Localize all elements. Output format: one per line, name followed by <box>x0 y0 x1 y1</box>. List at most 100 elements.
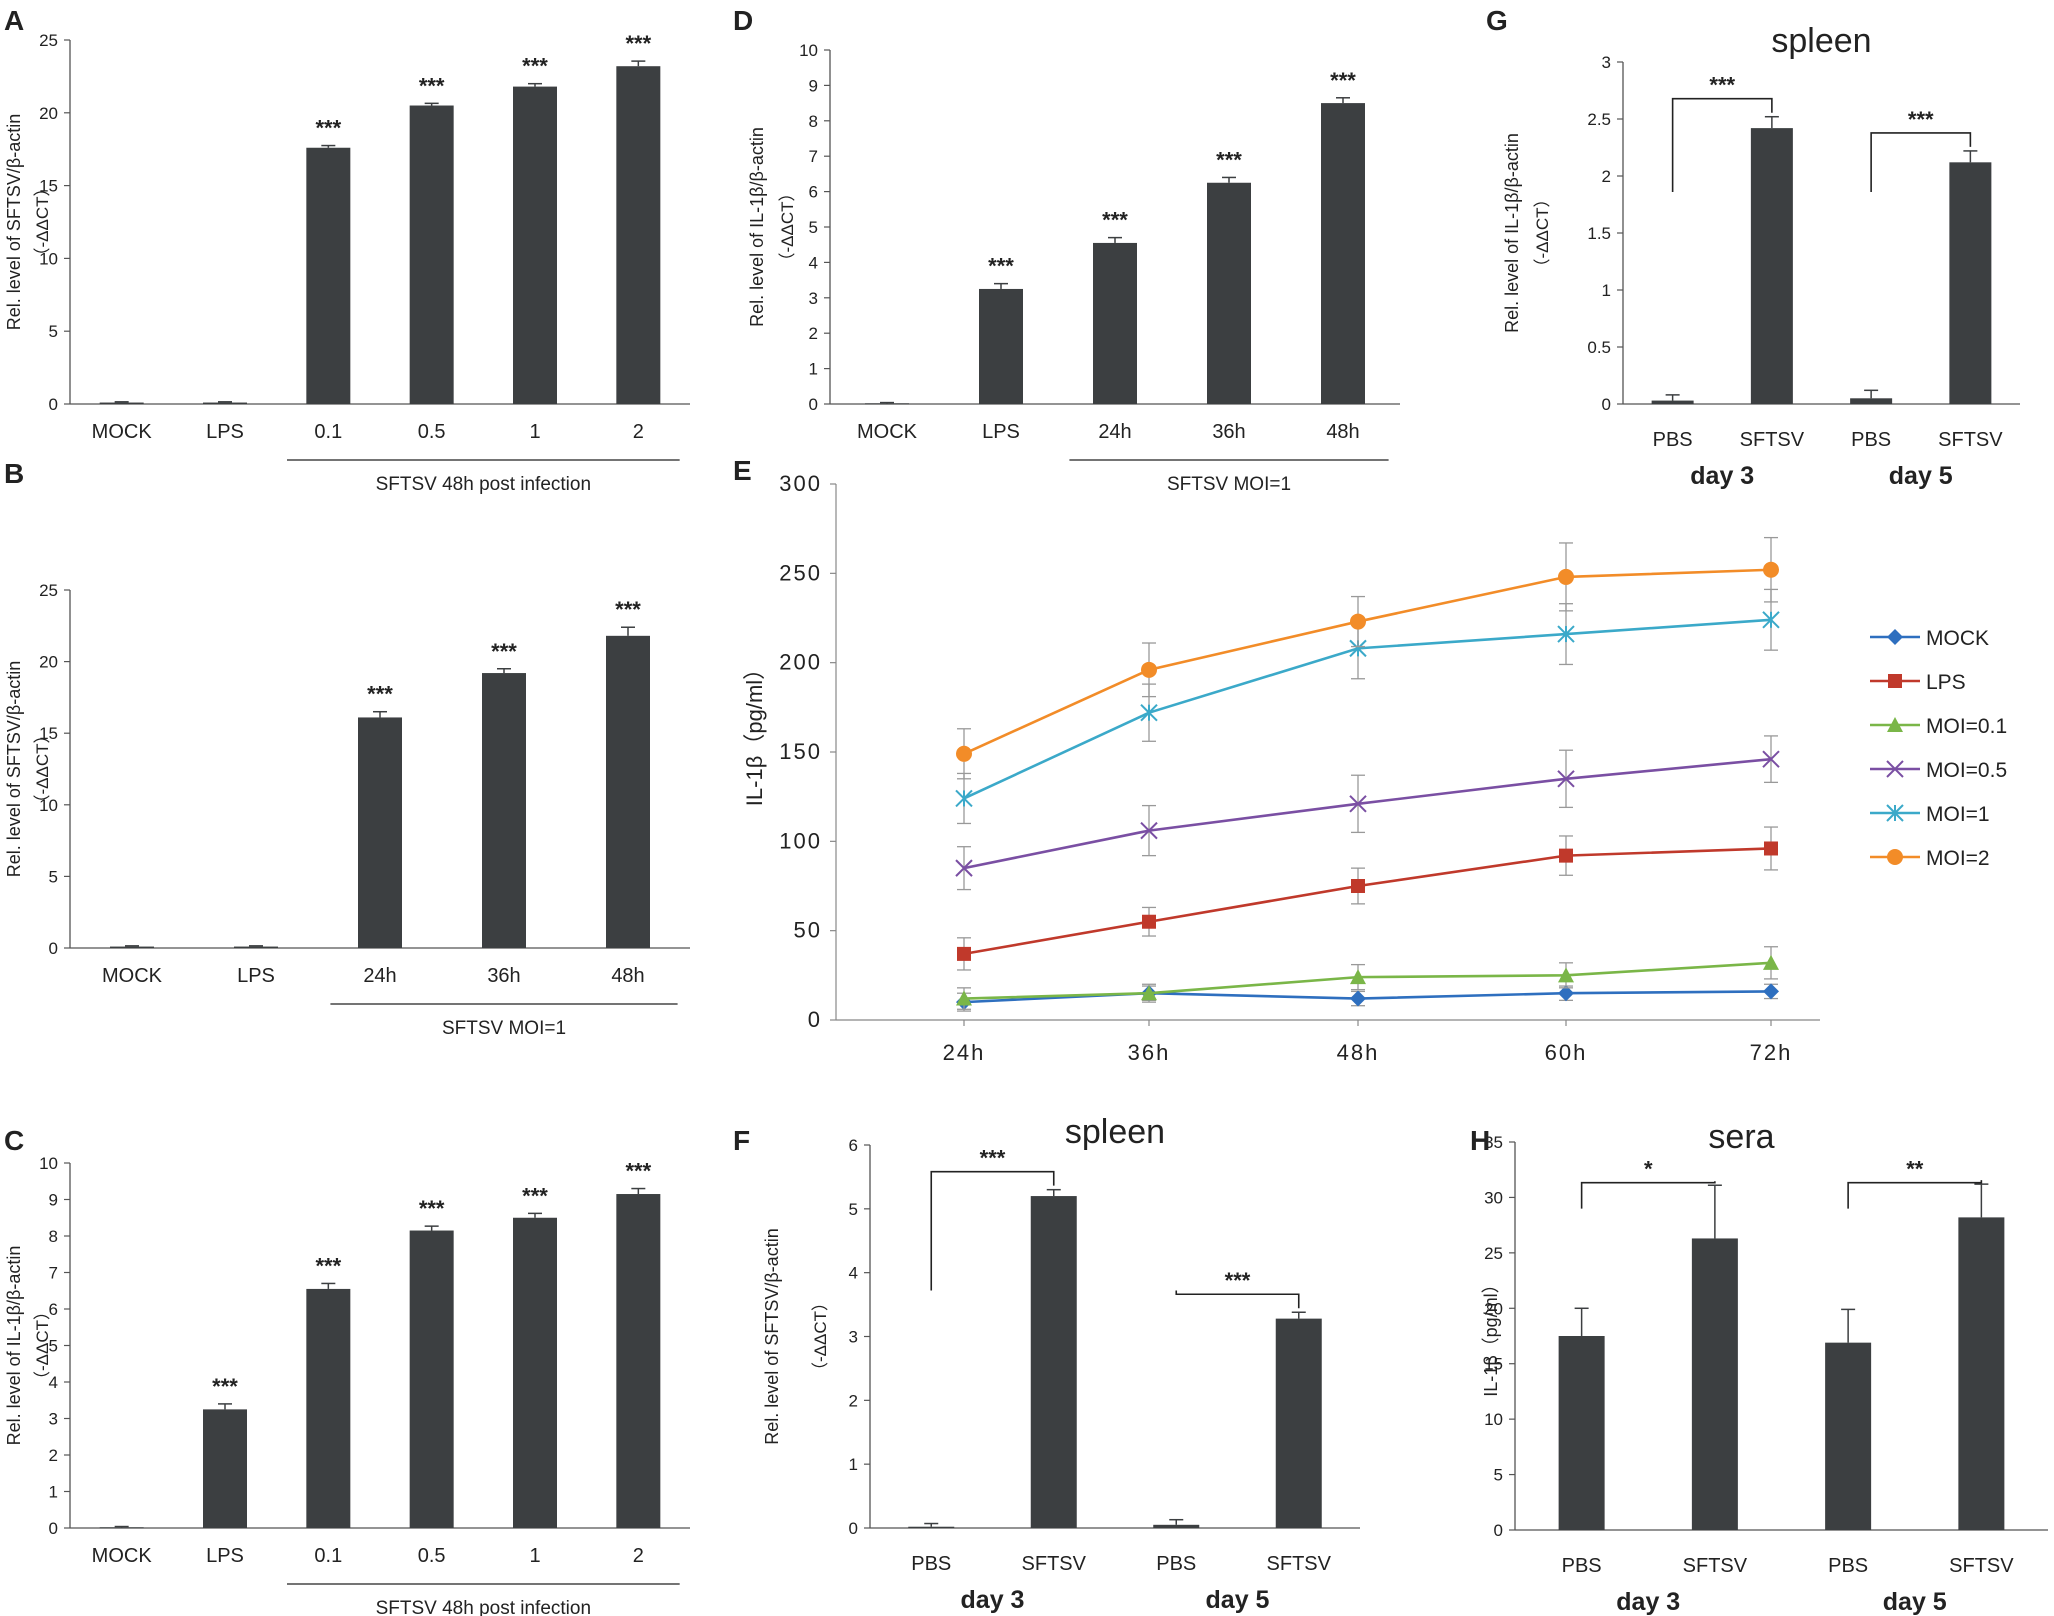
chart-title: sera <box>1708 1118 1774 1156</box>
x-category-label: SFTSV <box>1949 1555 2014 1577</box>
y-tick-label: 1 <box>849 1455 858 1474</box>
y-tick-label: 100 <box>779 828 822 853</box>
y-tick-label: 15 <box>39 724 58 743</box>
x-category-label: MOCK <box>102 965 163 987</box>
panel-d: D 0 1 2 3 4 5 6 7 8 9 10 Rel. level of IL-1β/β-actin… <box>733 5 1400 495</box>
bar-sftsv <box>1949 162 1992 404</box>
y-axis-label: Rel. level of IL-1β/β-actin <box>4 1246 24 1446</box>
y-tick-label: 3 <box>809 289 818 308</box>
y-axis-label-unit: （-ΔΔCT） <box>1533 190 1552 275</box>
group-label: SFTSV MOI=1 <box>442 1018 566 1039</box>
significance-label: *** <box>522 1183 548 1208</box>
panel-label: A <box>4 5 24 36</box>
group-label: SFTSV 48h post infection <box>376 474 591 495</box>
y-tick-label: 200 <box>779 650 822 675</box>
x-category-label: 1 <box>529 421 540 443</box>
marker-diamond <box>1558 985 1574 1002</box>
day-label: day 5 <box>1206 1586 1270 1614</box>
series-line <box>963 568 1772 755</box>
panel-label: F <box>733 1125 750 1156</box>
y-tick-label: 35 <box>1484 1133 1503 1152</box>
y-axis-label-unit: （-ΔΔCT） <box>33 1303 52 1388</box>
y-tick-label: 1 <box>1602 281 1611 300</box>
panel-label: D <box>733 5 753 36</box>
x-category-label: 0.1 <box>314 421 342 443</box>
y-tick-label: 1 <box>49 1483 58 1502</box>
x-category-label: 36h <box>1212 421 1245 443</box>
significance-label: *** <box>1102 208 1128 233</box>
y-tick-label: 9 <box>49 1191 58 1210</box>
marker-triangle <box>956 990 972 1006</box>
y-tick-label: 20 <box>39 104 58 123</box>
significance-bracket <box>930 1170 1055 1291</box>
x-category-label: MOCK <box>92 1545 153 1567</box>
y-tick-label: 300 <box>779 471 822 496</box>
marker-circle <box>1141 661 1157 678</box>
y-tick-label: 25 <box>39 31 58 50</box>
bar-05 <box>409 1230 454 1528</box>
y-tick-label: 6 <box>49 1300 58 1319</box>
y-tick-label: 4 <box>809 253 818 272</box>
bar-2 <box>616 1194 661 1528</box>
significance-label: *** <box>1216 147 1242 172</box>
bar-pbs <box>908 1526 955 1528</box>
marker-x <box>1762 750 1780 768</box>
significance-label: *** <box>522 54 548 79</box>
panel-f: F 0 1 2 3 4 5 6 Rel. level of SFTSV/β-actin （-ΔΔC… <box>733 1113 1360 1614</box>
x-category-label: 48h <box>1326 421 1359 443</box>
significance-label: *** <box>615 597 641 622</box>
y-tick-label: 0 <box>809 395 818 414</box>
y-tick-label: 0 <box>849 1519 858 1538</box>
marker-x <box>1349 795 1367 813</box>
bar-lps <box>203 1409 247 1528</box>
bar-lps <box>979 288 1023 404</box>
series-line <box>963 847 1772 956</box>
x-category-label: 0.1 <box>314 1545 342 1567</box>
bracket-significance-label: *** <box>1908 107 1934 132</box>
x-category-label: 24h <box>1098 421 1131 443</box>
legend-label: LPS <box>1926 671 1966 694</box>
y-axis-label: IL-1β（pg/ml） <box>742 658 767 806</box>
series-moi05 <box>955 735 1780 891</box>
x-category-label: PBS <box>911 1553 951 1575</box>
y-axis-label: IL-1β（pg/ml） <box>1481 1275 1501 1396</box>
bar-36h <box>482 673 526 948</box>
legend-label: MOI=1 <box>1926 803 1990 826</box>
significance-label: *** <box>1330 68 1356 93</box>
bar-mock <box>865 403 909 405</box>
marker-square <box>1559 848 1573 863</box>
y-tick-label: 8 <box>809 112 818 131</box>
y-tick-label: 25 <box>1484 1244 1503 1263</box>
day-label: day 3 <box>961 1586 1025 1614</box>
y-tick-label: 5 <box>49 1337 58 1356</box>
significance-bracket <box>1175 1290 1300 1309</box>
y-tick-label: 9 <box>809 76 818 95</box>
marker-x <box>1886 760 1904 778</box>
x-category-label: PBS <box>1653 429 1693 451</box>
x-tick-label: 60h <box>1545 1040 1588 1065</box>
panel-c: C 0 1 2 3 4 5 6 7 8 9 10 Rel. level of IL-1β/β-actin… <box>4 1125 690 1616</box>
marker-x <box>1140 821 1158 840</box>
marker-x <box>955 859 973 877</box>
bar-48h <box>606 635 650 948</box>
marker-triangle <box>1558 967 1574 983</box>
y-tick-label: 10 <box>39 249 58 268</box>
x-category-label: 24h <box>363 965 396 987</box>
x-category-label: SFTSV <box>1267 1553 1332 1575</box>
marker-circle <box>1887 849 1903 865</box>
y-tick-label: 10 <box>799 41 818 60</box>
y-tick-label: 2 <box>1602 167 1611 186</box>
y-tick-label: 2 <box>49 1446 58 1465</box>
legend-label: MOI=2 <box>1926 847 1990 870</box>
y-tick-label: 150 <box>779 739 822 764</box>
bar-1 <box>513 86 557 404</box>
day-label: day 3 <box>1616 1588 1680 1616</box>
panel-h: H 0 5 10 15 20 25 30 35 IL-1β（pg/ml） PBS SFTSV PBS SF… <box>1470 1118 2048 1616</box>
panel-label: E <box>733 455 752 486</box>
significance-label: *** <box>419 1196 445 1221</box>
panel-label: G <box>1486 5 1508 36</box>
panel-b: B 0 5 10 15 20 25 Rel. level of SFTSV/β-actin （-… <box>4 458 690 1039</box>
legend-label: MOCK <box>1926 627 1989 650</box>
bracket-significance-label: *** <box>1709 73 1735 98</box>
x-category-label: SFTSV <box>1740 429 1805 451</box>
